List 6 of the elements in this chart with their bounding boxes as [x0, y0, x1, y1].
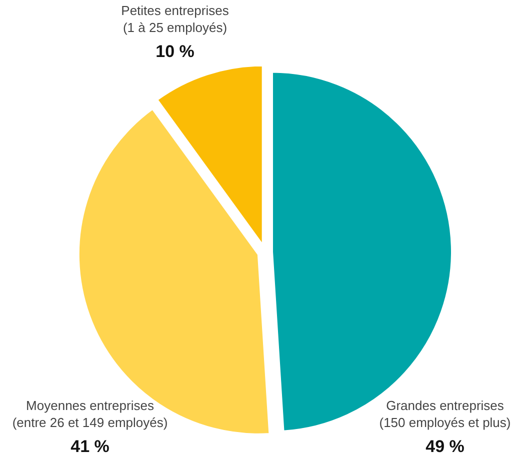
data-label: 49 %	[426, 437, 464, 456]
slice-label: Moyennes entreprises (entre 26 et 149 employés)	[12, 398, 168, 430]
data-label: 10 %	[156, 42, 194, 61]
slice-label: Grandes entreprises (150 employés et plus)	[379, 398, 511, 430]
slice-label: Petites entreprises (1 à 25 employés)	[121, 3, 230, 35]
data-label: 41 %	[70, 437, 110, 456]
